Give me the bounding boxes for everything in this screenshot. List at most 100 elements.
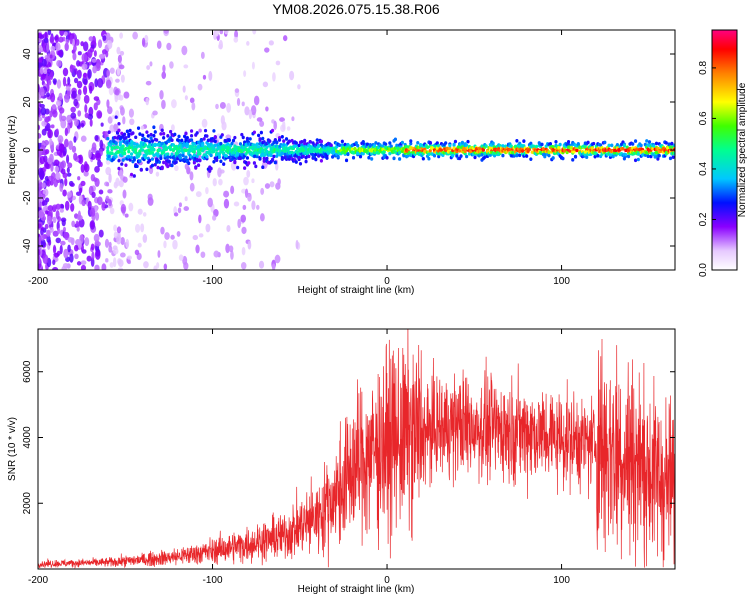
spectrogram-cell xyxy=(491,141,495,146)
spectrogram-cell xyxy=(52,244,57,255)
spectrogram-cell xyxy=(256,145,261,149)
spectrogram-cell xyxy=(125,143,129,147)
spectrogram-cell xyxy=(153,130,157,134)
spectrogram-cell xyxy=(137,208,143,215)
spectrogram-cell xyxy=(252,161,257,165)
spectrogram-cell xyxy=(212,159,216,164)
spectrogram-cell xyxy=(365,142,370,147)
spectrogram-cell xyxy=(166,134,170,138)
spectrogram-cell xyxy=(273,160,277,165)
spectrogram-cell xyxy=(473,155,477,160)
spectrogram-cell xyxy=(244,106,250,116)
spectrogram-cell xyxy=(134,249,140,256)
spectrogram-cell xyxy=(46,92,50,98)
spectrogram-cell xyxy=(543,152,547,157)
spectrogram-cell xyxy=(139,141,143,145)
spectrogram-cell xyxy=(169,61,174,69)
spectrogram-cell xyxy=(182,85,186,93)
spectrogram-cell xyxy=(75,220,80,227)
chart-title: YM08.2026.075.15.38.R06 xyxy=(272,1,440,17)
spectrogram-cell xyxy=(213,250,220,258)
spectrogram-cell xyxy=(230,250,234,260)
spectrogram-cell xyxy=(624,153,628,157)
x-tick-label: -100 xyxy=(203,575,223,586)
spectrogram-cell xyxy=(184,196,188,202)
spectrogram-y-label: Frequency (Hz) xyxy=(7,116,18,185)
spectrogram-cell xyxy=(117,128,121,133)
spectrogram-cell xyxy=(57,50,63,57)
spectrogram-cell xyxy=(120,203,127,214)
spectrogram-cell xyxy=(68,140,73,151)
spectrogram-cell xyxy=(166,42,172,51)
spectrogram-cell xyxy=(181,150,185,155)
spectrogram-cell xyxy=(98,189,104,195)
spectrogram-cell xyxy=(198,214,202,224)
spectrogram-cell xyxy=(463,149,467,154)
spectrogram-cell xyxy=(515,153,519,158)
spectrogram-cell xyxy=(657,153,661,158)
spectrogram-cell xyxy=(90,221,95,228)
spectrogram-cell xyxy=(93,50,97,57)
spectrogram-cell xyxy=(40,107,47,116)
spectrogram-cell xyxy=(181,153,185,158)
spectrogram-cell xyxy=(219,101,226,109)
spectrogram-cell xyxy=(122,189,127,199)
spectrogram-cell xyxy=(129,155,134,160)
spectrogram-cell xyxy=(94,134,99,142)
spectrogram-cell xyxy=(241,226,247,235)
spectrogram-cell xyxy=(192,150,196,154)
spectrogram-cell xyxy=(94,78,99,88)
spectrogram-cell xyxy=(119,169,124,179)
spectrogram-cell xyxy=(191,142,195,146)
spectrogram-cell xyxy=(361,140,365,144)
spectrogram-cell xyxy=(171,99,177,109)
spectrogram-cell xyxy=(301,154,305,159)
spectrogram-cell xyxy=(308,139,312,144)
spectrogram-cell xyxy=(38,148,42,159)
spectrogram-cell xyxy=(213,135,217,139)
spectrogram-cell xyxy=(74,244,79,252)
spectrogram-cell xyxy=(161,99,166,110)
spectrogram-cell xyxy=(205,186,209,195)
spectrogram-cell xyxy=(38,133,42,139)
spectrogram-cell xyxy=(202,137,206,141)
spectrogram-cell xyxy=(163,240,167,249)
spectrogram-cell xyxy=(108,86,114,96)
spectrogram-cell xyxy=(132,174,136,178)
spectrogram-cell xyxy=(39,156,46,165)
spectrogram-cell xyxy=(304,155,308,160)
spectrogram-cell xyxy=(45,210,49,215)
spectrogram-cell xyxy=(254,145,258,149)
spectrogram-cell xyxy=(205,134,209,138)
spectrogram-cell xyxy=(228,245,234,253)
spectrogram-cell xyxy=(134,147,138,152)
spectrogram-cell xyxy=(300,139,304,144)
spectrogram-cell xyxy=(182,134,187,139)
spectrogram-cell xyxy=(284,137,289,141)
spectrogram-cell xyxy=(294,160,298,164)
spectrogram-cell xyxy=(54,165,59,173)
spectrogram-cell xyxy=(314,157,318,162)
spectrogram-cell xyxy=(238,156,243,161)
spectrogram-cell xyxy=(571,158,575,162)
spectrogram-cell xyxy=(115,145,120,150)
spectrogram-cell xyxy=(44,148,50,155)
spectrogram-cell xyxy=(76,93,81,102)
spectrogram-cell xyxy=(294,143,298,148)
spectrogram-cell xyxy=(163,30,169,34)
spectrogram-cell xyxy=(115,177,120,187)
spectrogram-cell xyxy=(184,95,188,101)
spectrogram-cell xyxy=(396,146,400,150)
spectrogram-cell xyxy=(358,154,363,159)
spectrogram-cell xyxy=(264,47,270,53)
spectrogram-cell xyxy=(123,91,130,99)
spectrogram-cell xyxy=(74,253,79,260)
spectrogram-cell xyxy=(277,178,281,186)
spectrogram-cell xyxy=(143,261,149,269)
spectrogram-cell xyxy=(668,156,673,161)
spectrogram-cell xyxy=(46,229,51,237)
spectrogram-cell xyxy=(116,235,122,245)
spectrogram-cell xyxy=(575,148,579,153)
spectrogram-cell xyxy=(146,134,150,138)
spectrogram-cell xyxy=(280,151,284,156)
